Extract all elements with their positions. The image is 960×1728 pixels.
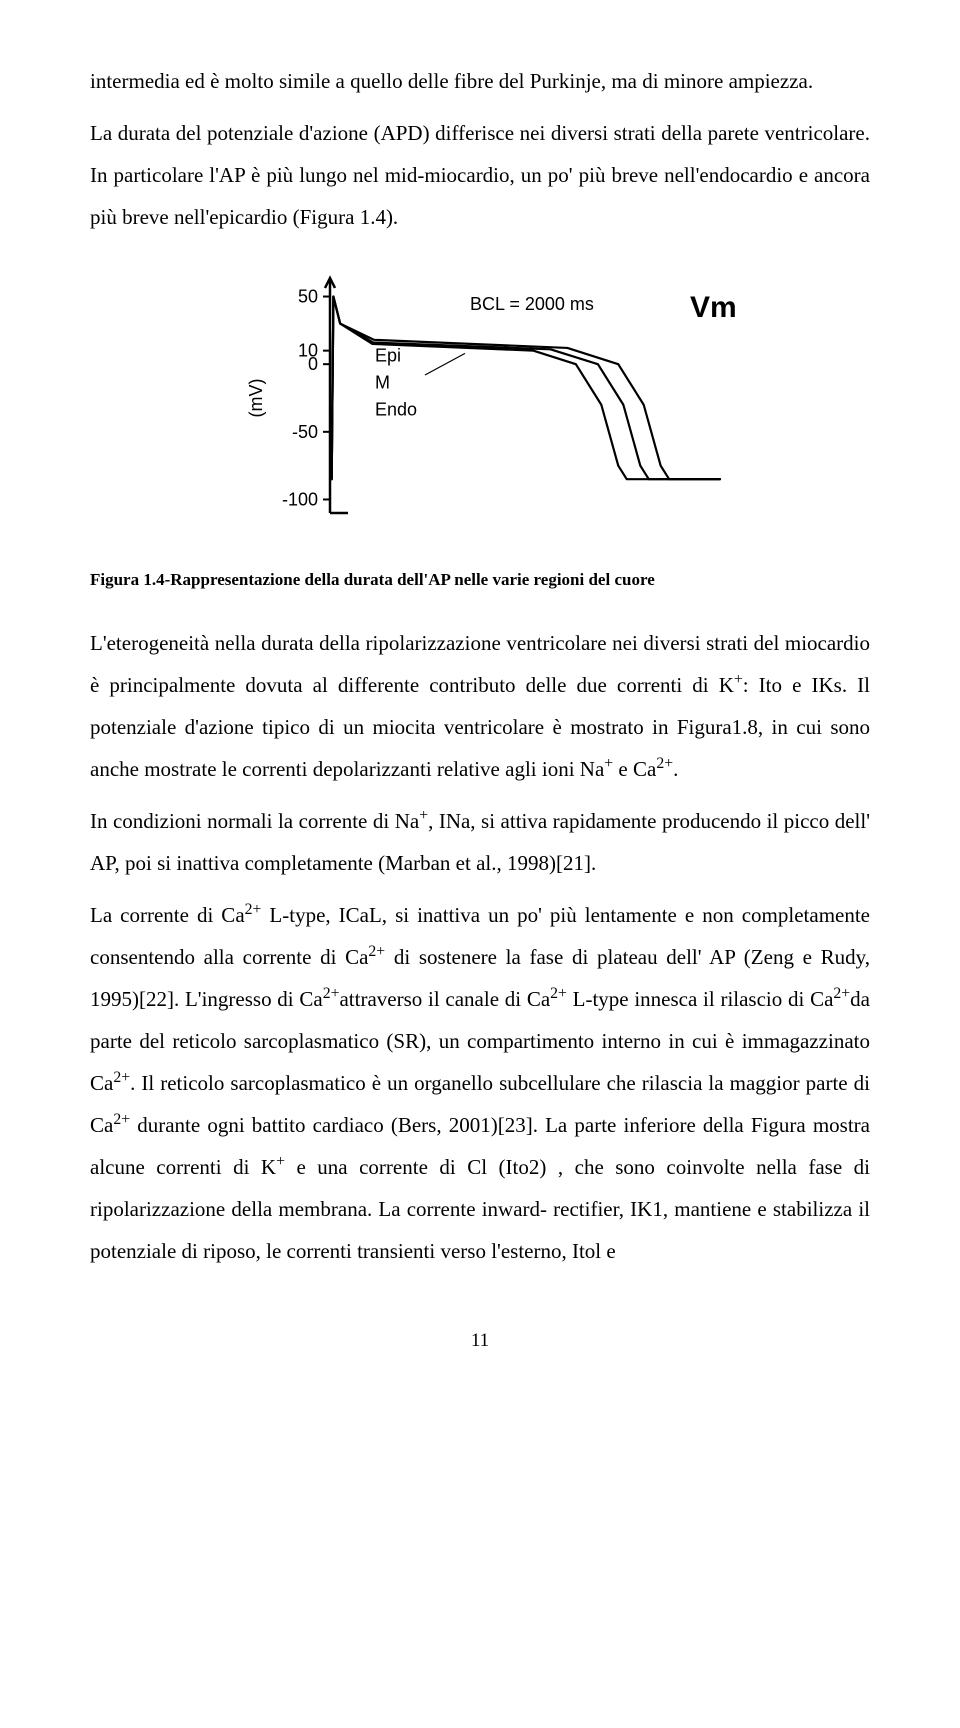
svg-text:(mV): (mV) [246,379,266,418]
paragraph-5: La corrente di Ca2+ L-type, ICaL, si ina… [90,894,870,1272]
svg-text:-100: -100 [282,489,318,509]
figure-1-4: 50100-50-100(mV)BCL = 2000 msVmEpiMEndo [90,268,870,538]
svg-text:M: M [375,373,390,393]
paragraph-4: In condizioni normali la corrente di Na+… [90,800,870,884]
page: intermedia ed è molto simile a quello de… [0,0,960,1440]
svg-text:0: 0 [308,354,318,374]
svg-text:Epi: Epi [375,345,401,365]
svg-text:Vm: Vm [690,291,737,324]
ap-duration-chart: 50100-50-100(mV)BCL = 2000 msVmEpiMEndo [220,268,740,538]
svg-text:50: 50 [298,287,318,307]
svg-text:-50: -50 [292,422,318,442]
svg-text:Endo: Endo [375,400,417,420]
paragraph-3: L'eterogeneità nella durata della ripola… [90,622,870,790]
paragraph-2: La durata del potenziale d'azione (APD) … [90,112,870,238]
paragraph-1: intermedia ed è molto simile a quello de… [90,60,870,102]
page-number: 11 [90,1322,870,1360]
figure-caption: Figura 1.4-Rappresentazione della durata… [90,568,870,592]
svg-text:BCL = 2000 ms: BCL = 2000 ms [470,294,594,314]
